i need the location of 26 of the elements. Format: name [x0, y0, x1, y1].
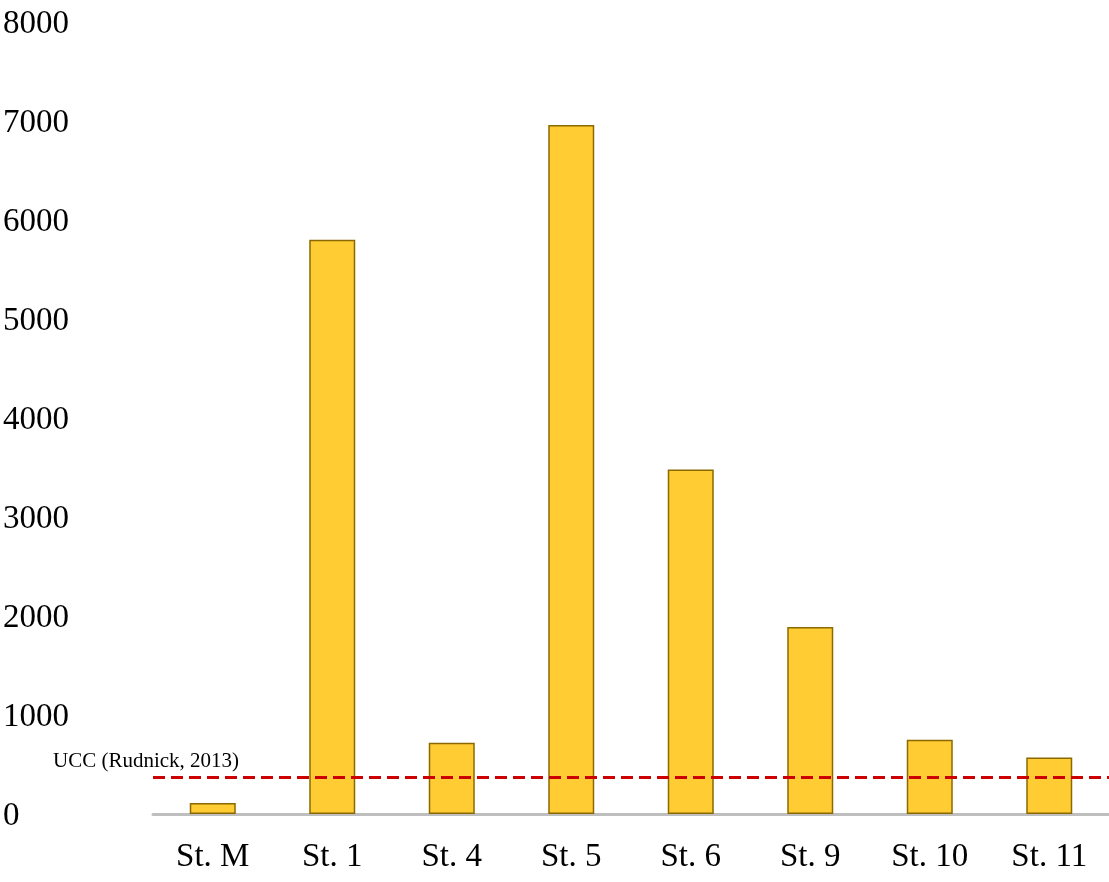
y-tick-label: 7000 [3, 103, 69, 139]
bar [667, 469, 714, 814]
ref-line-label: UCC (Rudnick, 2013) [53, 748, 240, 773]
y-tick-label: 0 [3, 796, 20, 832]
y-tick-label: 3000 [3, 499, 69, 535]
bar [428, 742, 475, 814]
bar [787, 626, 834, 814]
x-tick-label: St. M [176, 836, 250, 873]
x-tick-label: St. 1 [301, 836, 363, 873]
x-tick-label: St. 6 [660, 836, 722, 873]
x-tick-label: St. 4 [421, 836, 483, 873]
y-tick-label: 2000 [3, 598, 69, 634]
y-tick-label: 5000 [3, 301, 69, 337]
x-tick-label: St. 10 [891, 836, 969, 873]
x-tick-label: St. 11 [1011, 836, 1088, 873]
y-tick-label: 6000 [3, 202, 69, 238]
y-tick-label: 8000 [3, 4, 69, 40]
x-tick-label: St. 9 [779, 836, 841, 873]
bar [309, 239, 356, 814]
x-tick-label: St. 5 [540, 836, 602, 873]
y-tick-label: 1000 [3, 697, 69, 733]
bar [548, 124, 595, 814]
bar [189, 803, 236, 814]
bar [906, 739, 953, 814]
y-tick-label: 4000 [3, 400, 69, 436]
bar [1026, 757, 1073, 814]
